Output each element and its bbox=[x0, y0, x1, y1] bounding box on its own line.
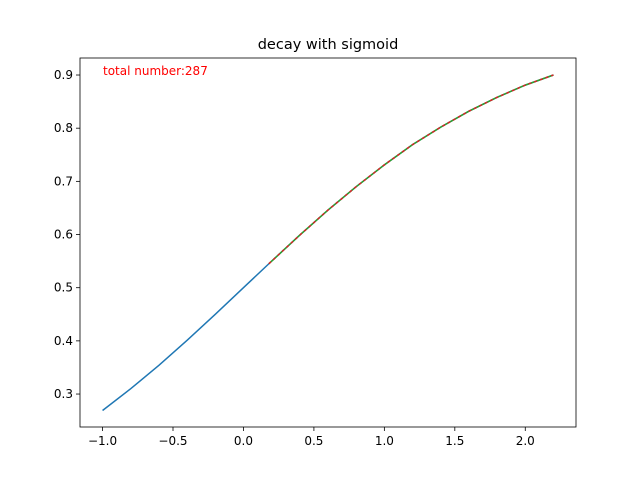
series-1-dashes bbox=[268, 74, 554, 265]
y-tick-label: 0.6 bbox=[54, 228, 73, 242]
plot-area: −1.0 −0.5 0.0 0.5 1.0 1.5 2.0 0.3 0.4 0.5 0.6 0.7 0.… bbox=[54, 57, 577, 448]
x-tick-label: 1.0 bbox=[375, 434, 394, 448]
series-0-line bbox=[102, 74, 554, 412]
x-tick-label: −0.5 bbox=[158, 434, 187, 448]
x-tick-label: 0.0 bbox=[234, 434, 253, 448]
chart-title: decay with sigmoid bbox=[258, 37, 399, 53]
x-tick-label: 2.0 bbox=[516, 434, 535, 448]
y-tick-label: 0.3 bbox=[54, 387, 73, 401]
y-tick-label: 0.8 bbox=[54, 121, 73, 135]
x-tick-label: 0.5 bbox=[304, 434, 323, 448]
y-tick-label: 0.4 bbox=[54, 334, 73, 348]
axes-frame bbox=[79, 57, 577, 428]
annotation-total-number: total number:287 bbox=[103, 64, 208, 78]
y-tick-label: 0.9 bbox=[54, 68, 73, 82]
x-tick-label: 1.5 bbox=[445, 434, 464, 448]
series-1-line bbox=[268, 74, 554, 265]
y-tick-label: 0.5 bbox=[54, 281, 73, 295]
x-tick-label: −1.0 bbox=[88, 434, 117, 448]
y-tick-label: 0.7 bbox=[54, 174, 73, 188]
